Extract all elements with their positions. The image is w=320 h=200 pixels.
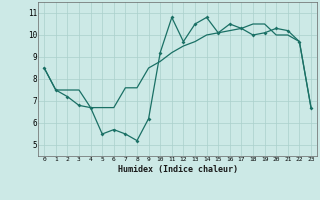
X-axis label: Humidex (Indice chaleur): Humidex (Indice chaleur) (118, 165, 238, 174)
